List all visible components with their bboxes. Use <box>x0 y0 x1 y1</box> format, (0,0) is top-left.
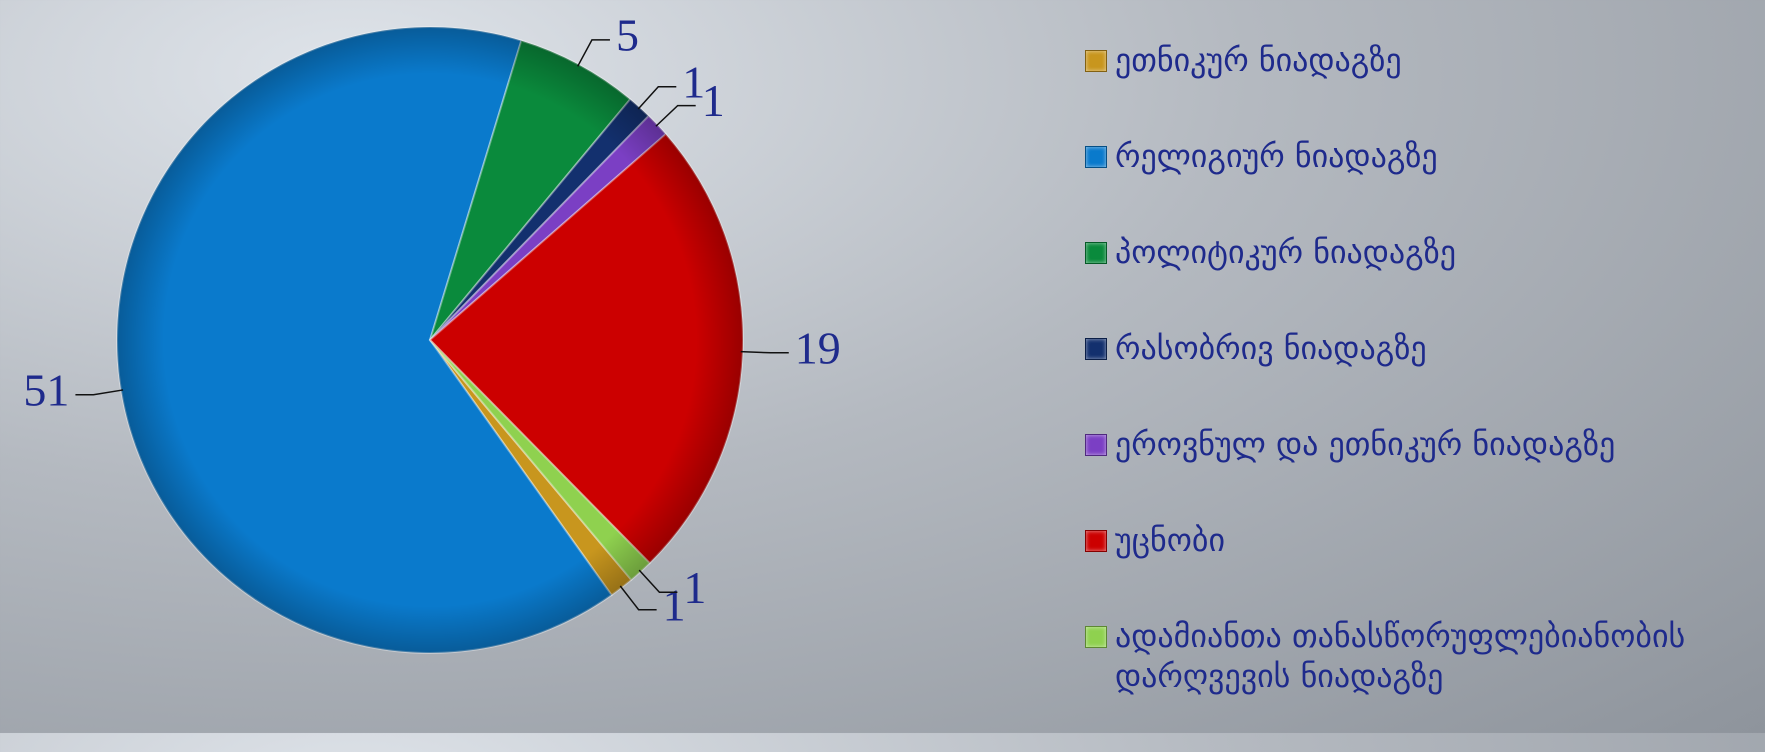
data-label: 19 <box>795 322 841 373</box>
legend-item: რასობრივ ნიადაგზე <box>1085 328 1755 368</box>
page: {"chart_data": {"type": "pie", "categori… <box>0 0 1765 733</box>
legend-label: პოლიტიკურ ნიადაგზე <box>1115 233 1457 271</box>
leader-line <box>655 104 696 127</box>
legend-label: ადამიანთა თანასწორუფლებიანობის დარღვევის… <box>1115 617 1686 695</box>
legend-swatch <box>1085 530 1107 552</box>
legend-item: პოლიტიკურ ნიადაგზე <box>1085 232 1755 272</box>
legend-label: უცნობი <box>1115 521 1225 559</box>
legend-item: ეთნიკურ ნიადაგზე <box>1085 40 1755 80</box>
legend-item: რელიგიურ ნიადაგზე <box>1085 136 1755 176</box>
leader-line <box>637 85 677 110</box>
data-label: 1 <box>683 562 706 613</box>
legend-item: ადამიანთა თანასწორუფლებიანობის დარღვევის… <box>1085 616 1755 696</box>
legend-swatch <box>1085 146 1107 168</box>
legend-item: უცნობი <box>1085 520 1755 560</box>
data-label: 1 <box>663 579 686 630</box>
data-label: 1 <box>702 75 725 126</box>
data-label: 51 <box>23 364 69 415</box>
legend-swatch <box>1085 242 1107 264</box>
legend-label: ეთნიკურ ნიადაგზე <box>1115 41 1402 79</box>
data-label: 5 <box>616 9 639 60</box>
legend-label: ეროვნულ და ეთნიკურ ნიადაგზე <box>1115 425 1616 463</box>
leader-line <box>619 585 657 611</box>
legend-item: ეროვნულ და ეთნიკურ ნიადაგზე <box>1085 424 1755 464</box>
leader-line <box>577 39 610 67</box>
legend-swatch <box>1085 626 1107 648</box>
legend-label: რასობრივ ნიადაგზე <box>1115 329 1427 367</box>
legend-label: რელიგიურ ნიადაგზე <box>1115 137 1438 175</box>
leader-line <box>75 389 124 396</box>
legend: ეთნიკურ ნიადაგზე რელიგიურ ნიადაგზე პოლიტიკ… <box>1085 40 1755 752</box>
legend-swatch <box>1085 50 1107 72</box>
legend-swatch <box>1085 338 1107 360</box>
legend-swatch <box>1085 434 1107 456</box>
leader-line <box>740 350 789 354</box>
